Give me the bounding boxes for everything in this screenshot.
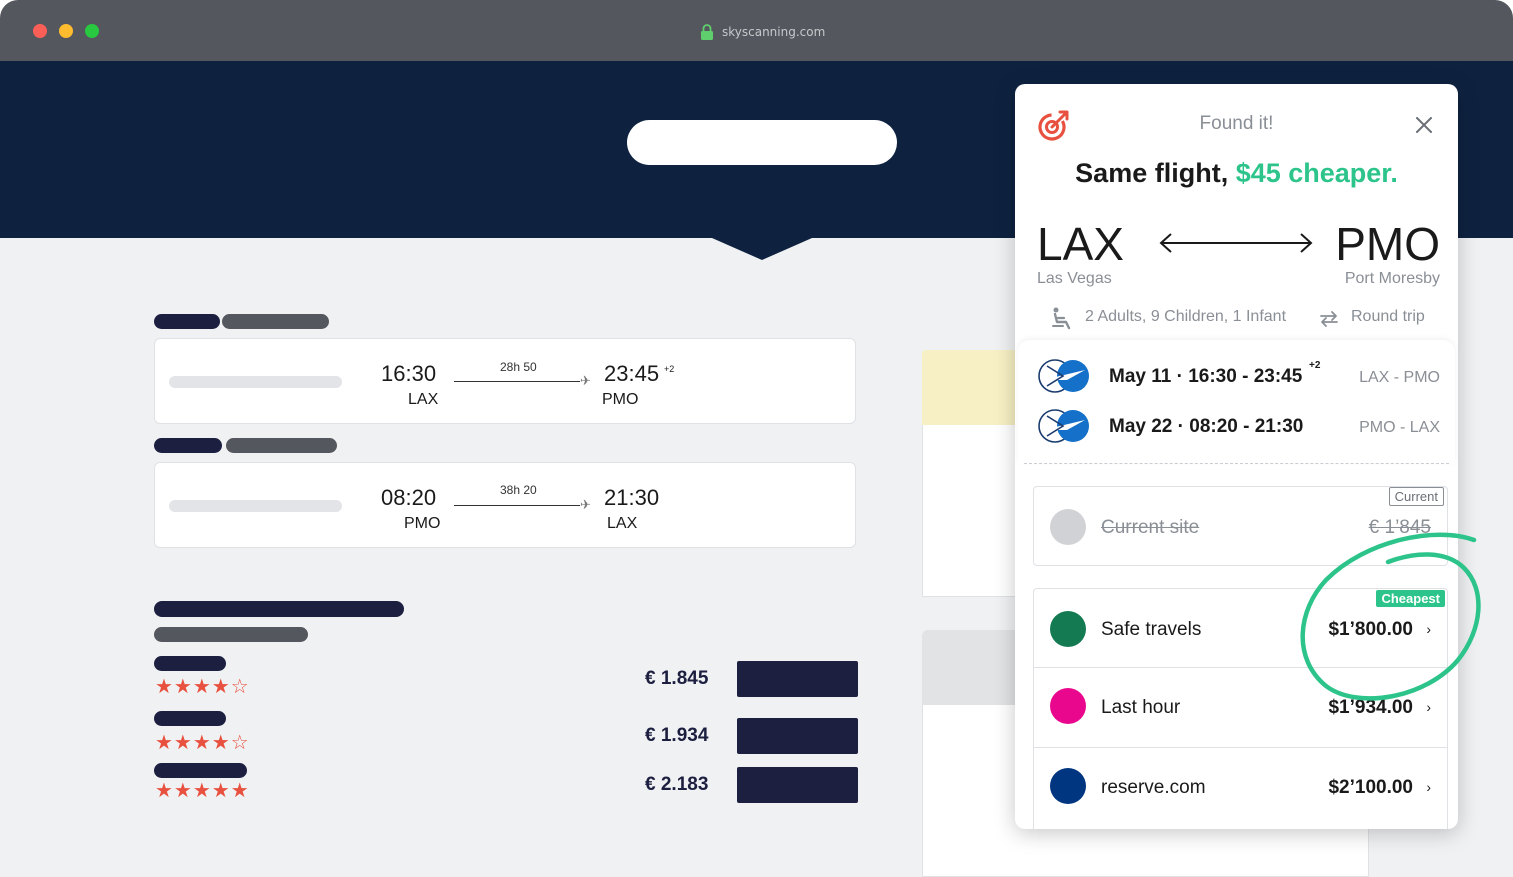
trip-type: Round trip: [1351, 308, 1425, 325]
chevron-right-icon: ›: [1426, 621, 1431, 637]
arrive-time: 23:45: [604, 361, 660, 386]
current-site-offer[interactable]: Current Current site € 1’845: [1033, 486, 1448, 566]
placeholder-bar: [222, 314, 329, 329]
origin-code: LAX: [1037, 218, 1124, 270]
placeholder-bar: [154, 601, 404, 617]
placeholder-bar: [154, 763, 247, 778]
provider-name: Last hour: [1101, 697, 1181, 718]
search-pill[interactable]: [627, 120, 897, 165]
plane-icon: ✈: [580, 373, 591, 388]
star-rating: ★★★★☆: [155, 676, 250, 698]
provider-name: reserve.com: [1101, 777, 1206, 798]
current-site-price: € 1’845: [1368, 517, 1431, 538]
leg-return-time: May 22 · 08:20 - 21:30: [1109, 416, 1304, 437]
close-icon[interactable]: [1413, 114, 1435, 136]
offer-row[interactable]: reserve.com $2’100.00 ›: [1033, 748, 1448, 829]
placeholder-bar: [154, 438, 222, 453]
provider-name: Safe travels: [1101, 619, 1202, 640]
title-bar: skyscanning.com: [0, 0, 1513, 61]
swap-icon: [1320, 311, 1338, 327]
offer-row[interactable]: Last hour $1’934.00 ›: [1033, 668, 1448, 748]
destination-code: PMO: [1335, 218, 1440, 270]
popup-status: Found it!: [1199, 113, 1274, 134]
flight-duration: 28h 50: [500, 360, 537, 374]
airline-logo-icon: [1038, 409, 1089, 443]
provider-dot: [1050, 611, 1086, 647]
chevron-right-icon: ›: [1426, 699, 1431, 715]
cheapest-tag: Cheapest: [1376, 590, 1445, 607]
price-comparison-popup: Found it! Same flight, $45 cheaper. LAX …: [1015, 84, 1458, 829]
placeholder-bar: [154, 711, 226, 726]
maximize-window-button[interactable]: [85, 24, 99, 38]
route-line: [454, 505, 580, 506]
flight-duration: 38h 20: [500, 483, 537, 497]
placeholder-bar: [154, 656, 226, 671]
flight-card-outbound[interactable]: 16:30 LAX 28h 50 ✈ 23:45 +2 PMO: [154, 338, 856, 424]
depart-time: 08:20: [381, 485, 437, 510]
current-site-dot: [1050, 509, 1086, 545]
current-tag: Current: [1388, 487, 1444, 506]
divider: [1024, 463, 1449, 464]
itinerary-legs: May 11 · 16:30 - 23:45 +2 LAX - PMO May …: [1018, 340, 1455, 464]
url-text: skyscanning.com: [722, 25, 826, 39]
placeholder-bar: [154, 627, 308, 642]
arrive-time: 21:30: [604, 485, 660, 510]
provider-dot: [1050, 688, 1086, 724]
result-price: € 1.934: [645, 725, 709, 746]
depart-time: 16:30: [381, 361, 437, 386]
provider-dot: [1050, 768, 1086, 804]
headline-prefix: Same flight,: [1075, 158, 1236, 188]
day-offset: +2: [664, 364, 675, 374]
day-offset: +2: [1309, 360, 1321, 371]
side-card: [922, 425, 1022, 597]
minimize-window-button[interactable]: [59, 24, 73, 38]
star-rating: ★★★★☆: [155, 732, 250, 754]
passenger-summary: 2 Adults, 9 Children, 1 Infant: [1085, 308, 1287, 325]
depart-code: LAX: [408, 391, 439, 408]
provider-price: $1’934.00: [1328, 697, 1413, 718]
leg-outbound-route: LAX - PMO: [1359, 369, 1440, 386]
arrive-code: LAX: [607, 515, 638, 532]
lock-icon: [701, 24, 713, 40]
current-site-name: Current site: [1101, 517, 1200, 538]
origin-city: Las Vegas: [1037, 270, 1112, 287]
arrive-code: PMO: [602, 391, 639, 408]
select-button[interactable]: [737, 767, 858, 803]
side-card-header: [922, 350, 1022, 425]
destination-city: Port Moresby: [1344, 270, 1440, 287]
depart-code: PMO: [404, 515, 441, 532]
star-rating: ★★★★★: [155, 780, 250, 802]
chevron-right-icon: ›: [1426, 779, 1431, 795]
result-price: € 2.183: [645, 774, 709, 795]
offer-row[interactable]: Cheapest Safe travels $1’800.00 ›: [1033, 588, 1448, 668]
provider-price: $1’800.00: [1328, 619, 1413, 640]
select-button[interactable]: [737, 718, 858, 754]
popup-headline: Same flight, $45 cheaper.: [1015, 158, 1458, 189]
target-logo-icon: [1038, 110, 1069, 141]
airline-logo-icon: [1038, 359, 1089, 393]
seat-icon: [1052, 307, 1071, 330]
close-window-button[interactable]: [33, 24, 47, 38]
savings-amount: $45 cheaper.: [1235, 158, 1398, 188]
address-bar[interactable]: skyscanning.com: [700, 22, 825, 42]
flight-card-return[interactable]: 08:20 PMO 38h 20 ✈ 21:30 LAX: [154, 462, 856, 548]
provider-price: $2’100.00: [1328, 777, 1413, 798]
placeholder-bar: [154, 314, 220, 329]
leg-return-route: PMO - LAX: [1359, 419, 1440, 436]
select-button[interactable]: [737, 661, 858, 697]
placeholder-bar: [169, 500, 342, 512]
route-line: [454, 381, 580, 382]
result-price: € 1.845: [645, 668, 709, 689]
leg-outbound-time: May 11 · 16:30 - 23:45: [1109, 366, 1303, 387]
plane-icon: ✈: [580, 497, 591, 512]
hero-notch: [712, 238, 812, 260]
side-card-header: [922, 630, 1022, 705]
round-trip-arrow-icon: [1159, 233, 1313, 253]
placeholder-bar: [169, 376, 342, 388]
placeholder-bar: [226, 438, 337, 453]
